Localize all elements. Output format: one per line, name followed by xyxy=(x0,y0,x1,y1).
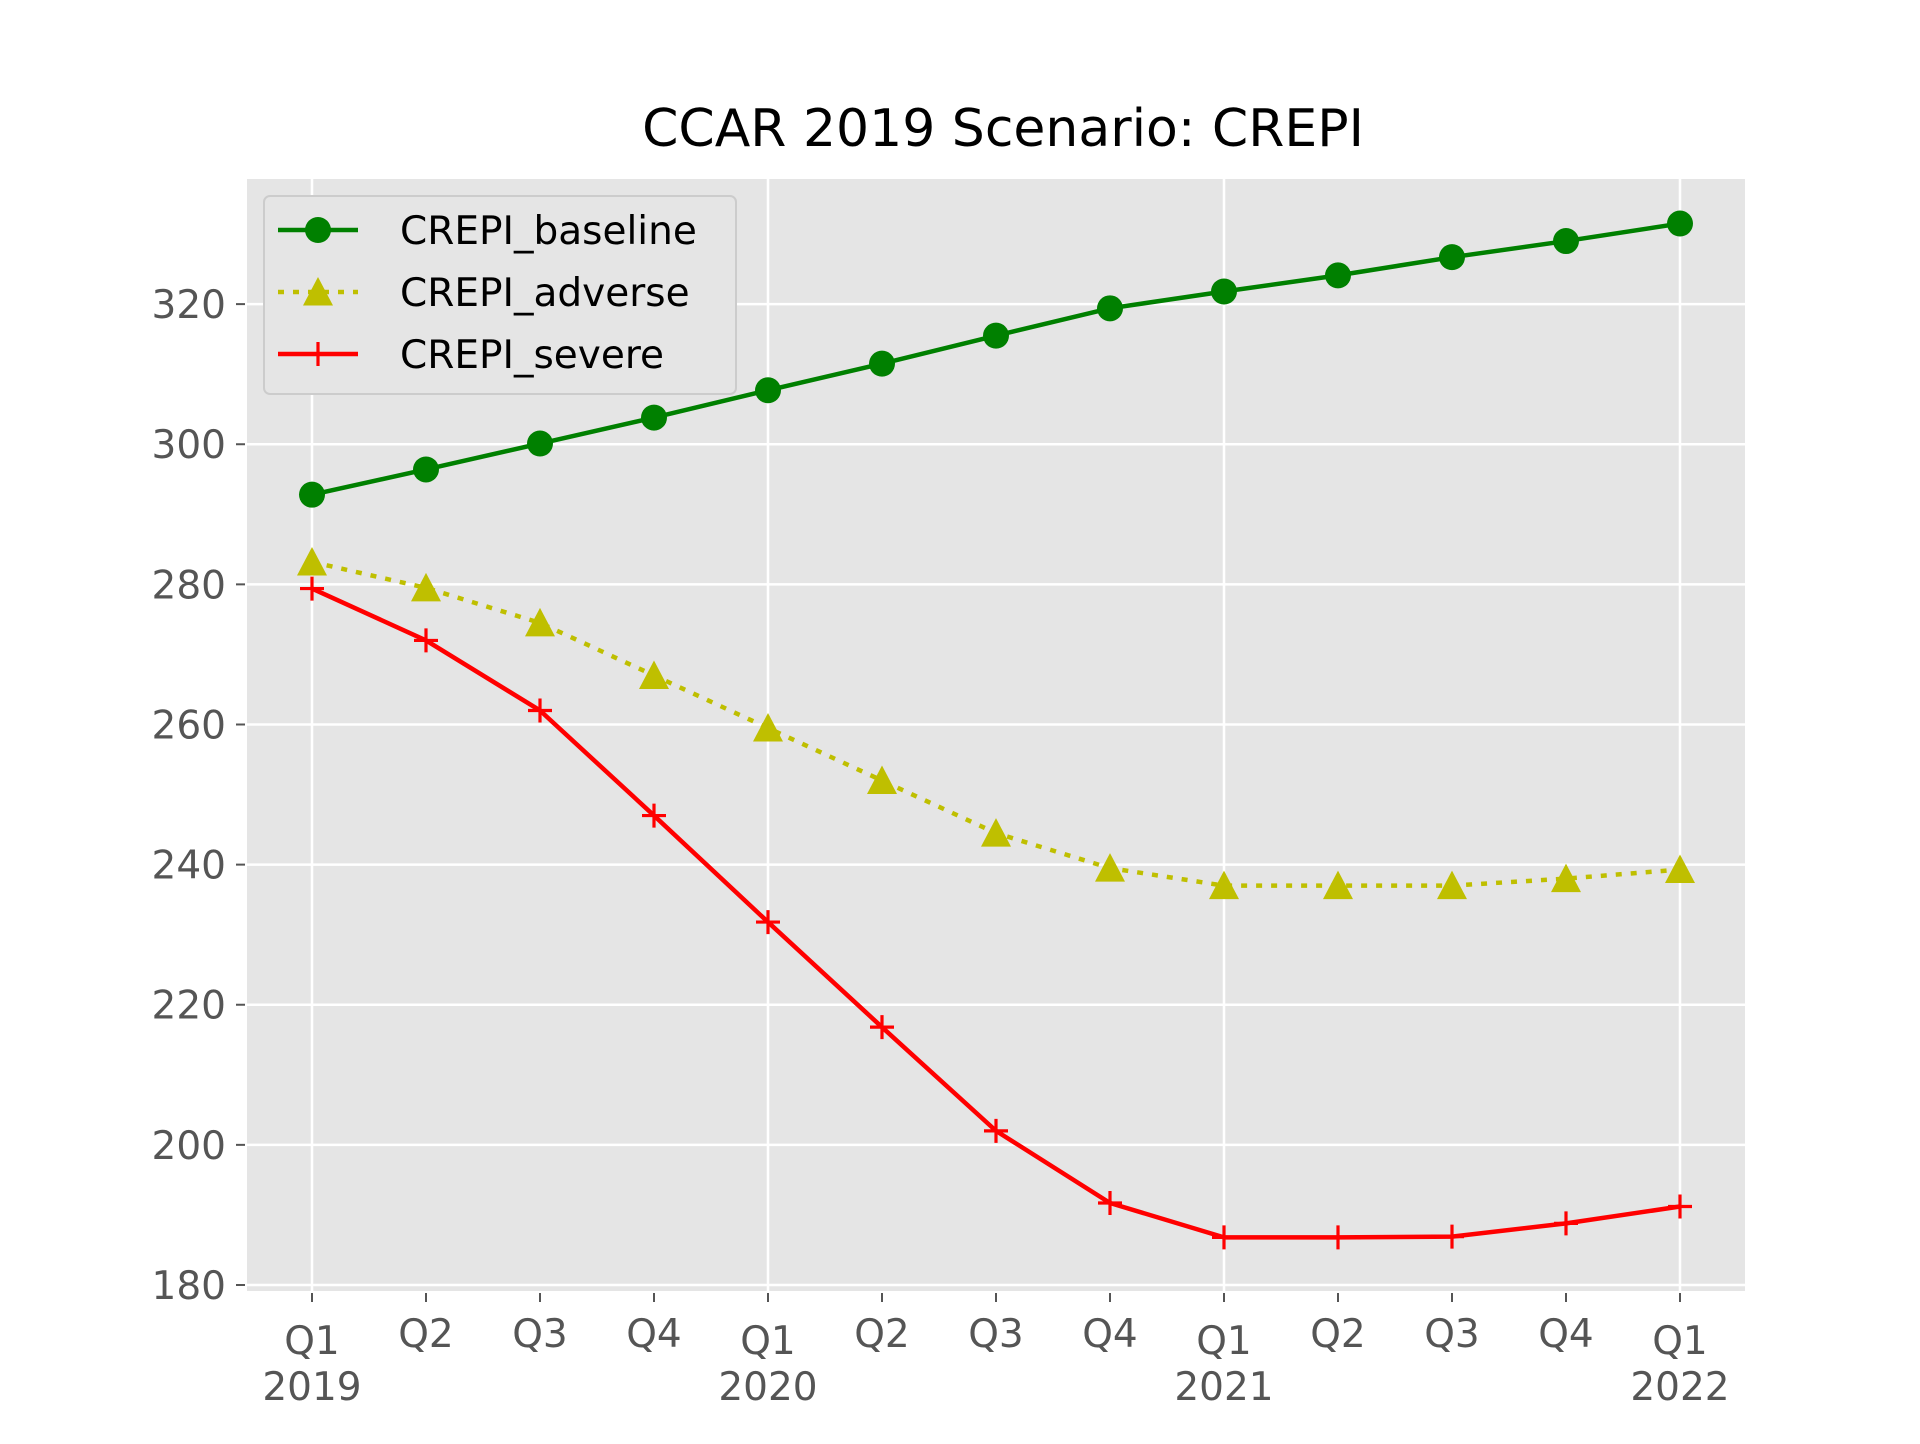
data-point-CREPI_adverse xyxy=(1551,863,1581,893)
x-tick-label: Q4 xyxy=(1538,1312,1594,1357)
y-tick-label: 200 xyxy=(152,1124,226,1169)
legend-box xyxy=(263,195,737,395)
x-tick-label: Q3 xyxy=(512,1312,568,1357)
y-tick-label: 240 xyxy=(152,844,226,889)
data-point-CREPI_adverse xyxy=(981,818,1011,847)
y-tick-label: 280 xyxy=(152,563,226,608)
data-point-CREPI_baseline xyxy=(1553,228,1579,255)
data-point-CREPI_baseline xyxy=(983,322,1009,349)
data-point-CREPI_adverse xyxy=(1665,854,1695,884)
data-point-CREPI_baseline xyxy=(1211,278,1237,305)
data-point-CREPI_adverse xyxy=(525,607,555,637)
data-point-CREPI_severe xyxy=(984,1118,1008,1143)
x-tick-label: Q2 xyxy=(398,1312,454,1357)
data-point-CREPI_baseline xyxy=(299,481,325,508)
chart-title: CCAR 2019 Scenario: CREPI xyxy=(642,99,1364,159)
x-tick-label: Q1 2021 xyxy=(1174,1319,1273,1410)
data-point-CREPI_adverse xyxy=(867,765,897,795)
x-tick-label: Q4 xyxy=(626,1312,682,1357)
data-point-CREPI_adverse xyxy=(1437,870,1467,900)
plot-area: 180 200 220 240 260 280 300 320 Q1 2019 Q2 Q3 Q4 Q1 20… xyxy=(152,177,1747,1410)
data-point-CREPI_adverse xyxy=(1095,853,1125,882)
data-point-CREPI_severe xyxy=(414,628,438,653)
x-tick-label: Q4 xyxy=(1082,1312,1138,1357)
legend-marker xyxy=(305,217,331,243)
x-tick-label: Q2 xyxy=(1310,1312,1366,1357)
y-tick-label: 300 xyxy=(152,423,226,468)
y-tick-label: 320 xyxy=(152,283,226,328)
plot-frame xyxy=(245,177,1747,1293)
data-point-CREPI_baseline xyxy=(1439,244,1465,271)
legend: CREPI_baseline CREPI_adverse CREPI_severe xyxy=(263,195,737,395)
data-point-CREPI_adverse xyxy=(753,712,783,742)
x-tick-label: Q1 2022 xyxy=(1630,1319,1729,1410)
x-tick-label: Q2 xyxy=(854,1312,910,1357)
legend-label: CREPI_severe xyxy=(400,333,664,378)
data-point-CREPI_severe xyxy=(1554,1211,1578,1236)
data-point-CREPI_severe xyxy=(300,576,324,601)
data-point-CREPI_adverse xyxy=(297,546,327,576)
data-point-CREPI_adverse xyxy=(1323,870,1353,900)
legend-label: CREPI_baseline xyxy=(400,209,697,254)
data-point-CREPI_baseline xyxy=(1097,295,1123,322)
y-tick-label: 180 xyxy=(152,1264,226,1309)
data-point-CREPI_severe xyxy=(756,910,780,935)
data-point-CREPI_adverse xyxy=(639,660,669,689)
data-point-CREPI_baseline xyxy=(755,377,781,404)
data-point-CREPI_baseline xyxy=(869,350,895,377)
data-point-CREPI_severe xyxy=(642,803,666,828)
legend-marker xyxy=(303,277,333,306)
x-tick-label: Q3 xyxy=(968,1312,1024,1357)
data-point-CREPI_severe xyxy=(1440,1224,1464,1249)
y-tick-label: 260 xyxy=(152,703,226,748)
data-point-CREPI_adverse xyxy=(411,572,441,602)
legend-marker xyxy=(306,342,330,366)
legend-label: CREPI_adverse xyxy=(400,271,690,316)
data-point-CREPI_adverse xyxy=(1209,870,1239,900)
data-point-CREPI_severe xyxy=(870,1015,894,1040)
y-tick-label: 220 xyxy=(152,984,226,1029)
data-point-CREPI_severe xyxy=(1326,1225,1350,1250)
data-point-CREPI_baseline xyxy=(1325,262,1351,289)
data-point-CREPI_severe xyxy=(1098,1191,1122,1216)
x-tick-label: Q1 2020 xyxy=(718,1319,817,1410)
data-point-CREPI_severe xyxy=(528,698,552,723)
data-point-CREPI_baseline xyxy=(527,430,553,457)
x-tick-label: Q3 xyxy=(1424,1312,1480,1357)
data-point-CREPI_severe xyxy=(1668,1194,1692,1219)
data-point-CREPI_severe xyxy=(1212,1225,1236,1250)
x-tick-label: Q1 2019 xyxy=(262,1319,361,1410)
data-point-CREPI_baseline xyxy=(641,404,667,431)
data-point-CREPI_baseline xyxy=(413,456,439,483)
data-point-CREPI_baseline xyxy=(1667,210,1693,237)
